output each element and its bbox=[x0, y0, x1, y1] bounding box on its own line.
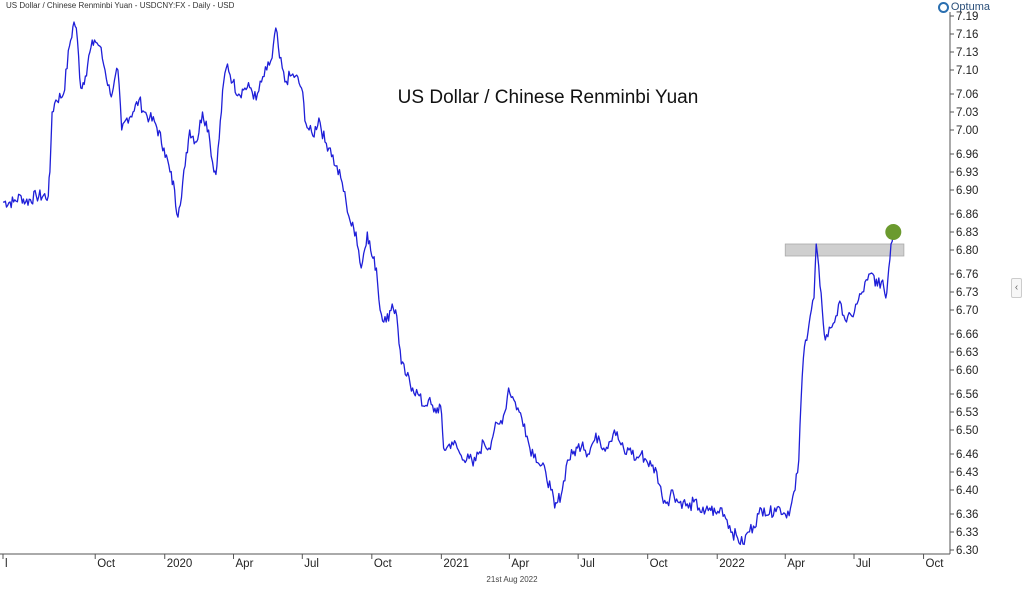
y-tick-label: 7.19 bbox=[956, 11, 978, 23]
x-tick-label: Oct bbox=[97, 558, 116, 570]
y-tick-label: 6.30 bbox=[956, 545, 978, 557]
footer-date: 21st Aug 2022 bbox=[486, 575, 538, 584]
y-tick-label: 6.53 bbox=[956, 407, 978, 419]
y-tick-label: 6.33 bbox=[956, 527, 978, 539]
y-tick-label: 6.36 bbox=[956, 509, 978, 521]
x-tick-label: l bbox=[5, 558, 8, 570]
y-tick-label: 6.93 bbox=[956, 167, 978, 179]
y-tick-label: 6.90 bbox=[956, 185, 978, 197]
y-tick-label: 7.10 bbox=[956, 65, 978, 77]
y-tick-label: 6.60 bbox=[956, 365, 978, 377]
y-tick-label: 6.66 bbox=[956, 329, 978, 341]
y-tick-label: 6.40 bbox=[956, 485, 978, 497]
x-tick-label: Jul bbox=[304, 558, 319, 570]
y-tick-label: 6.46 bbox=[956, 449, 978, 461]
y-tick-label: 6.63 bbox=[956, 347, 978, 359]
brand-logo: Optuma bbox=[937, 1, 990, 13]
y-tick-label: 6.43 bbox=[956, 467, 978, 479]
y-tick-label: 6.80 bbox=[956, 245, 978, 257]
optuma-logo-icon bbox=[937, 1, 949, 13]
y-tick-label: 7.00 bbox=[956, 125, 978, 137]
y-tick-label: 7.13 bbox=[956, 47, 978, 59]
y-tick-label: 7.03 bbox=[956, 107, 978, 119]
y-tick-label: 6.76 bbox=[956, 269, 978, 281]
x-tick-label: Oct bbox=[374, 558, 393, 570]
x-tick-label: 2020 bbox=[167, 558, 193, 570]
y-tick-label: 6.96 bbox=[956, 149, 978, 161]
x-tick-label: Jul bbox=[580, 558, 595, 570]
y-tick-label: 6.73 bbox=[956, 287, 978, 299]
y-tick-label: 6.56 bbox=[956, 389, 978, 401]
x-tick-label: Oct bbox=[650, 558, 669, 570]
x-tick-label: Apr bbox=[511, 558, 529, 570]
price-marker bbox=[885, 224, 902, 240]
y-tick-label: 6.70 bbox=[956, 305, 978, 317]
y-tick-label: 7.16 bbox=[956, 29, 978, 41]
x-tick-label: Apr bbox=[787, 558, 805, 570]
y-tick-label: 6.86 bbox=[956, 209, 978, 221]
x-tick-label: Apr bbox=[236, 558, 254, 570]
x-tick-label: 2021 bbox=[443, 558, 469, 570]
x-tick-label: 2022 bbox=[719, 558, 745, 570]
usdcny-price-line bbox=[2, 21, 894, 546]
collapse-panel-button[interactable]: ‹ bbox=[1011, 278, 1022, 298]
series-caption: US Dollar / Chinese Renminbi Yuan - USDC… bbox=[6, 1, 235, 10]
x-tick-label: Oct bbox=[926, 558, 945, 570]
y-tick-label: 6.83 bbox=[956, 227, 978, 239]
y-tick-label: 7.06 bbox=[956, 89, 978, 101]
y-tick-label: 6.50 bbox=[956, 425, 978, 437]
x-tick-label: Jul bbox=[856, 558, 871, 570]
resistance-band bbox=[784, 243, 905, 257]
chart-title: US Dollar / Chinese Renminbi Yuan bbox=[398, 87, 699, 108]
brand-name: Optuma bbox=[950, 1, 990, 13]
